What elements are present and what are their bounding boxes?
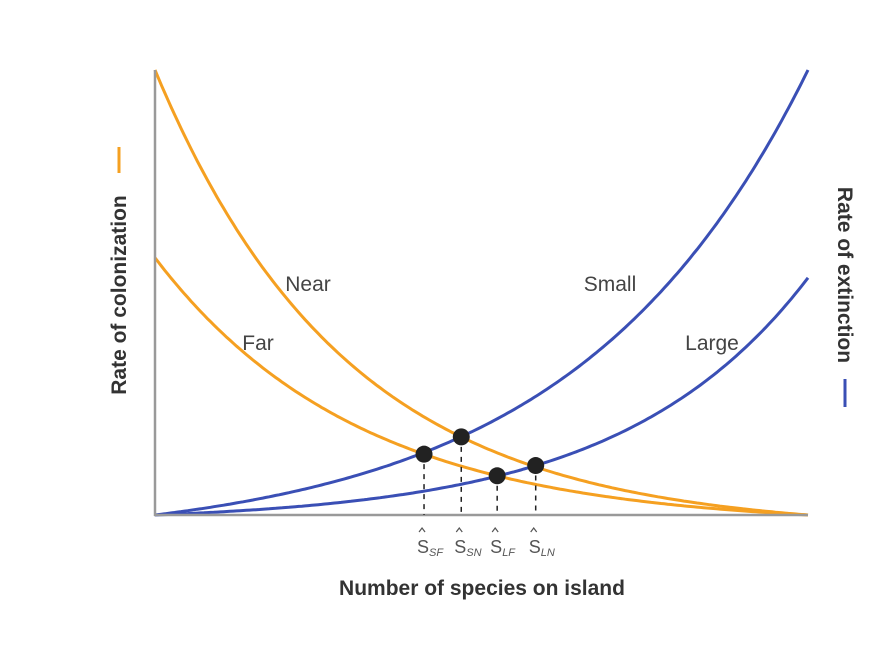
equilibrium-label-sf: SSF — [417, 537, 444, 559]
curve-label-large: Large — [685, 332, 739, 355]
equilibrium-point-ln — [527, 457, 545, 475]
curve-label-near: Near — [285, 273, 331, 296]
y-axis-label-right: Rate of extinction — [833, 187, 856, 363]
hat-icon — [418, 527, 426, 533]
equilibrium-label-lf: SLF — [490, 537, 516, 559]
equilibrium-point-sf — [415, 445, 433, 463]
equilibrium-point-lf — [488, 467, 506, 485]
hat-icon — [530, 527, 538, 533]
y-axis-label-left: Rate of colonization — [108, 195, 131, 395]
hat-icon — [491, 527, 499, 533]
curve-small — [154, 69, 810, 517]
x-axis-label: Number of species on island — [339, 577, 625, 600]
curve-label-small: Small — [584, 273, 637, 296]
curve-far — [153, 256, 809, 517]
equilibrium-label-sn: SSN — [454, 537, 481, 559]
curve-near — [153, 69, 809, 517]
curve-label-far: Far — [242, 332, 274, 355]
equilibrium-point-sn — [452, 428, 470, 446]
equilibrium-label-ln: SLN — [529, 537, 555, 559]
curve-large — [154, 276, 810, 517]
hat-icon — [455, 527, 463, 533]
